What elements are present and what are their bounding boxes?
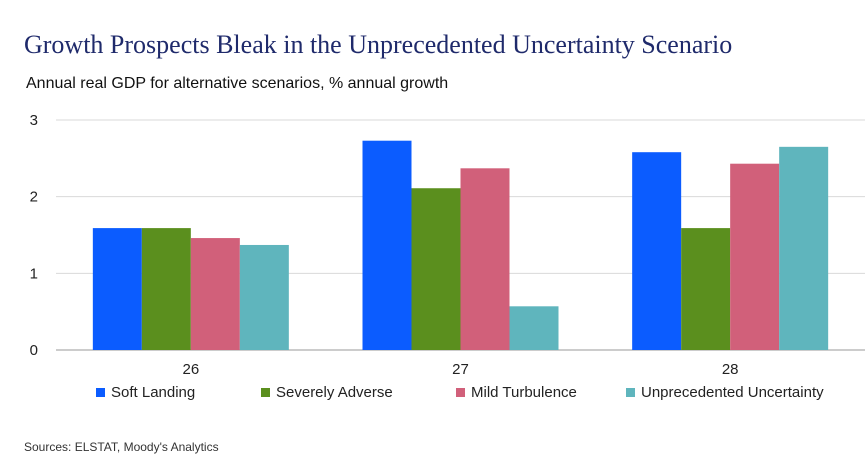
x-axis-ticks: 26 27 28 <box>182 361 738 378</box>
bars <box>92 140 829 350</box>
legend-label: Unprecedented Uncertainty <box>641 384 824 401</box>
legend-swatch <box>626 388 635 397</box>
legend-item: Unprecedented Uncertainty <box>626 384 856 401</box>
bar-unprecedented-uncertainty-28 <box>779 146 829 350</box>
y-tick-label: 1 <box>30 265 38 282</box>
bar-unprecedented-uncertainty-26 <box>239 244 289 350</box>
bar-mild-turbulence-27 <box>460 168 510 350</box>
legend-label: Severely Adverse <box>276 384 393 401</box>
legend-swatch <box>96 388 105 397</box>
y-tick-label: 0 <box>30 342 38 359</box>
legend-item: Soft Landing <box>96 384 261 401</box>
legend: Soft Landing Severely Adverse Mild Turbule… <box>96 384 856 401</box>
source-note: Sources: ELSTAT, Moody's Analytics <box>24 440 219 454</box>
bar-soft-landing-28 <box>632 152 682 350</box>
x-tick-label: 26 <box>182 361 199 378</box>
legend-swatch <box>261 388 270 397</box>
y-tick-label: 2 <box>30 189 38 206</box>
x-tick-label: 28 <box>722 361 739 378</box>
chart-title: Growth Prospects Bleak in the Unpreceden… <box>24 30 733 59</box>
legend-label: Mild Turbulence <box>471 384 577 401</box>
bar-soft-landing-27 <box>362 140 412 350</box>
y-axis-ticks: 0 1 2 3 <box>30 112 38 359</box>
bar-unprecedented-uncertainty-27 <box>509 306 559 350</box>
bar-mild-turbulence-28 <box>730 163 780 350</box>
bar-soft-landing-26 <box>92 228 142 350</box>
bar-mild-turbulence-26 <box>190 238 240 350</box>
bar-severely-adverse-26 <box>141 228 191 350</box>
chart-subtitle: Annual real GDP for alternative scenario… <box>26 75 449 92</box>
legend-label: Soft Landing <box>111 384 196 401</box>
y-tick-label: 3 <box>30 112 38 129</box>
bar-severely-adverse-27 <box>411 188 461 350</box>
legend-swatch <box>456 388 465 397</box>
legend-item: Severely Adverse <box>261 384 456 401</box>
legend-item: Mild Turbulence <box>456 384 626 401</box>
bar-severely-adverse-28 <box>681 228 731 350</box>
x-tick-label: 27 <box>452 361 469 378</box>
